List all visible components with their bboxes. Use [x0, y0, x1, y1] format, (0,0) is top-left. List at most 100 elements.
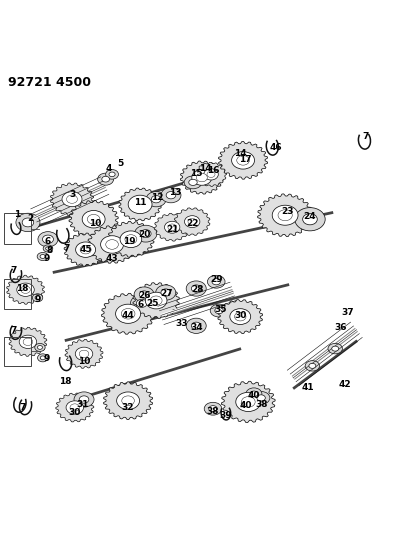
Ellipse shape: [196, 173, 207, 182]
Ellipse shape: [120, 231, 142, 248]
Text: 22: 22: [186, 219, 198, 228]
Ellipse shape: [164, 221, 179, 233]
Ellipse shape: [294, 208, 324, 231]
Polygon shape: [101, 293, 154, 334]
Text: 16: 16: [206, 166, 219, 175]
Ellipse shape: [191, 170, 211, 185]
Polygon shape: [7, 275, 45, 304]
Text: 27: 27: [160, 289, 173, 298]
Polygon shape: [195, 163, 226, 187]
Ellipse shape: [186, 281, 206, 296]
Text: 7: 7: [63, 244, 70, 253]
Text: 5: 5: [117, 159, 123, 168]
Ellipse shape: [134, 287, 154, 302]
Ellipse shape: [245, 388, 261, 400]
Ellipse shape: [66, 195, 77, 203]
Ellipse shape: [140, 230, 151, 238]
Ellipse shape: [16, 213, 40, 232]
Ellipse shape: [160, 289, 170, 296]
Text: 6: 6: [45, 237, 51, 246]
Ellipse shape: [40, 255, 45, 259]
Ellipse shape: [32, 294, 43, 302]
Ellipse shape: [229, 309, 250, 325]
Ellipse shape: [75, 242, 95, 257]
Polygon shape: [257, 194, 312, 237]
Text: 34: 34: [189, 323, 202, 332]
Ellipse shape: [207, 171, 215, 177]
Ellipse shape: [207, 276, 225, 288]
Text: 37: 37: [340, 308, 352, 317]
Text: 28: 28: [191, 285, 204, 294]
Text: 38: 38: [255, 400, 267, 409]
Polygon shape: [218, 141, 267, 179]
Ellipse shape: [150, 296, 162, 305]
Polygon shape: [87, 225, 136, 263]
Ellipse shape: [34, 343, 45, 351]
Ellipse shape: [331, 346, 338, 351]
Ellipse shape: [228, 156, 245, 169]
Ellipse shape: [75, 347, 93, 360]
Ellipse shape: [308, 364, 315, 368]
Ellipse shape: [277, 209, 292, 221]
Text: 14: 14: [198, 164, 211, 173]
Text: 25: 25: [146, 299, 159, 308]
Text: 40: 40: [247, 391, 259, 400]
Ellipse shape: [208, 406, 217, 412]
Text: 15: 15: [189, 169, 202, 178]
Ellipse shape: [139, 291, 148, 298]
Ellipse shape: [204, 402, 221, 415]
Ellipse shape: [22, 218, 34, 227]
Ellipse shape: [232, 159, 241, 165]
Text: 39: 39: [219, 411, 231, 420]
Text: 24: 24: [303, 212, 316, 221]
Polygon shape: [221, 381, 274, 423]
Polygon shape: [56, 393, 93, 422]
Ellipse shape: [37, 345, 43, 349]
Ellipse shape: [214, 308, 223, 313]
Ellipse shape: [151, 196, 160, 203]
Text: 18: 18: [59, 377, 72, 386]
Ellipse shape: [134, 225, 156, 242]
Ellipse shape: [125, 235, 136, 244]
Ellipse shape: [37, 354, 48, 362]
Ellipse shape: [184, 216, 199, 228]
Text: 33: 33: [175, 319, 188, 328]
Ellipse shape: [66, 401, 83, 414]
Ellipse shape: [210, 304, 227, 317]
Ellipse shape: [249, 391, 257, 397]
Text: 44: 44: [122, 311, 134, 320]
Ellipse shape: [237, 398, 253, 409]
Ellipse shape: [62, 192, 82, 207]
Ellipse shape: [43, 245, 53, 252]
Ellipse shape: [252, 392, 269, 405]
Ellipse shape: [19, 335, 36, 349]
Ellipse shape: [122, 396, 134, 406]
Ellipse shape: [304, 361, 319, 371]
Polygon shape: [50, 183, 93, 215]
Ellipse shape: [191, 285, 200, 292]
Ellipse shape: [116, 392, 139, 409]
Text: 12: 12: [151, 193, 164, 202]
Text: 26: 26: [138, 291, 150, 300]
Polygon shape: [107, 221, 154, 257]
Text: 1: 1: [14, 210, 20, 219]
Text: 9: 9: [34, 295, 41, 304]
Text: 10: 10: [78, 357, 90, 366]
Ellipse shape: [105, 240, 118, 249]
Text: 45: 45: [79, 245, 92, 254]
Ellipse shape: [188, 179, 197, 185]
Text: 2: 2: [28, 214, 34, 223]
Text: 43: 43: [105, 254, 118, 263]
Ellipse shape: [166, 191, 175, 199]
Ellipse shape: [146, 191, 166, 207]
Ellipse shape: [136, 300, 147, 308]
Ellipse shape: [109, 172, 115, 176]
Ellipse shape: [101, 176, 109, 182]
Text: 7: 7: [10, 326, 17, 335]
Polygon shape: [9, 327, 47, 356]
Text: 7: 7: [10, 266, 17, 275]
Polygon shape: [154, 213, 190, 241]
Polygon shape: [65, 340, 103, 368]
Polygon shape: [180, 161, 223, 194]
Ellipse shape: [271, 205, 297, 225]
